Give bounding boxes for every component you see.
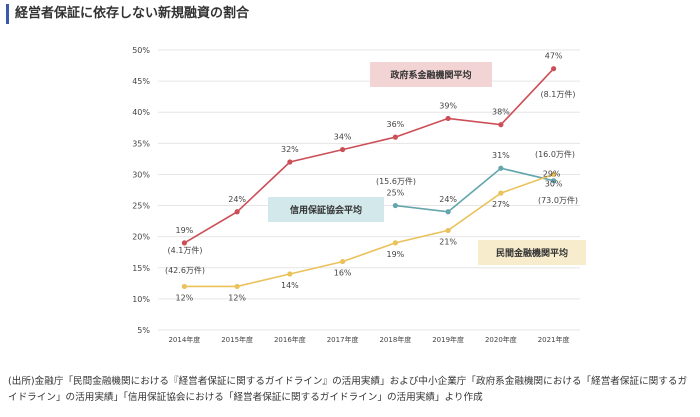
y-tick-label: 45% <box>132 77 150 86</box>
data-labels: 19% 24% 32% 34% 36% 39% 38% 47% 25% 24% 31% 29% 12% 1… <box>175 52 562 303</box>
data-point <box>551 178 557 184</box>
data-point <box>392 134 398 140</box>
y-tick-label: 35% <box>132 139 150 148</box>
x-tick-label: 2017年度 <box>327 335 359 344</box>
x-tick-label: 2021年度 <box>538 335 570 344</box>
y-tick-label: 15% <box>132 264 150 273</box>
data-point <box>181 240 187 246</box>
data-point <box>340 258 346 265</box>
data-label: 21% <box>439 237 457 246</box>
legend-box <box>370 62 492 87</box>
legend-label: 政府系金融機関平均 <box>390 69 471 81</box>
data-label: 30% <box>545 179 563 188</box>
legend-box <box>478 240 586 265</box>
chart-grid <box>158 49 580 331</box>
data-label: 39% <box>439 101 457 110</box>
data-label: 12% <box>228 293 246 302</box>
series-points <box>181 66 557 290</box>
data-label: 34% <box>334 133 352 142</box>
data-label: 14% <box>281 281 299 290</box>
count-annotation: (73.0万件) <box>538 195 578 205</box>
data-point <box>234 209 240 215</box>
data-point <box>551 171 557 178</box>
series-lines <box>183 68 555 288</box>
y-tick-label: 10% <box>132 295 150 304</box>
y-tick-label: 50% <box>132 46 150 55</box>
data-label: 27% <box>492 200 510 209</box>
data-point <box>234 283 240 290</box>
x-tick-label: 2014年度 <box>168 335 200 344</box>
count-annotation: (8.1万件) <box>541 89 576 99</box>
data-point <box>392 240 398 246</box>
y-axis: 5% 10% 15% 20% 25% 30% 35% 40% 45% 50% <box>132 46 150 335</box>
data-label: 31% <box>492 151 510 160</box>
y-tick-label: 20% <box>132 233 150 242</box>
x-tick-label: 2016年度 <box>274 335 306 344</box>
data-label: 19% <box>175 226 193 235</box>
data-label: 36% <box>386 120 404 129</box>
x-axis: 2014年度 2015年度 2016年度 2017年度 2018年度 2019年度 2020… <box>168 335 569 344</box>
count-annotation: (16.0万件) <box>535 149 575 159</box>
legend-label: 信用保証協会平均 <box>290 204 362 216</box>
series-line <box>183 68 555 244</box>
count-annotation: (4.1万件) <box>168 245 203 255</box>
y-tick-label: 30% <box>132 170 150 179</box>
y-tick-label: 5% <box>137 326 150 335</box>
page-title: 経営者保証に依存しない新規融資の割合 <box>6 4 249 24</box>
data-label: 38% <box>492 108 510 117</box>
data-label: 24% <box>439 195 457 204</box>
series-line <box>184 173 554 288</box>
data-label: 12% <box>175 293 193 302</box>
data-label: 25% <box>386 189 404 198</box>
data-label: 24% <box>228 195 246 204</box>
annotations: (4.1万件) (42.6万件) (15.6万件) (8.1万件) (16.0万件) (7… <box>165 89 578 275</box>
x-tick-label: 2015年度 <box>221 335 253 344</box>
data-label: 19% <box>386 250 404 259</box>
data-point <box>340 146 346 153</box>
data-label: 47% <box>545 52 563 61</box>
data-point <box>445 227 451 234</box>
data-point <box>445 115 451 122</box>
source-note: (出所)金融庁「民間金融機関における『経営者保証に関するガイドライン』の活用実績… <box>8 376 688 403</box>
legend-box <box>268 197 384 222</box>
data-point <box>498 122 504 128</box>
x-tick-label: 2020年度 <box>485 335 517 344</box>
line-chart: 5% 10% 15% 20% 25% 30% 35% 40% 45% 50% 2014年度 2015… <box>132 46 586 344</box>
data-point <box>392 202 398 209</box>
data-point <box>498 190 504 196</box>
y-tick-label: 25% <box>132 202 150 211</box>
count-annotation: (15.6万件) <box>376 176 416 186</box>
data-point <box>181 283 187 290</box>
count-annotation: (42.6万件) <box>165 265 205 275</box>
data-point <box>287 159 293 165</box>
data-point <box>287 271 293 277</box>
data-point <box>551 66 557 72</box>
x-tick-label: 2018年度 <box>379 335 411 344</box>
data-label: 29% <box>543 170 561 179</box>
series-line <box>395 167 554 213</box>
legend-label: 民間金融機関平均 <box>496 247 568 259</box>
data-label: 32% <box>281 145 299 154</box>
y-tick-label: 40% <box>132 108 150 117</box>
x-tick-label: 2019年度 <box>432 335 464 344</box>
data-point <box>498 165 504 171</box>
data-label: 16% <box>334 269 352 278</box>
data-point <box>445 209 451 215</box>
